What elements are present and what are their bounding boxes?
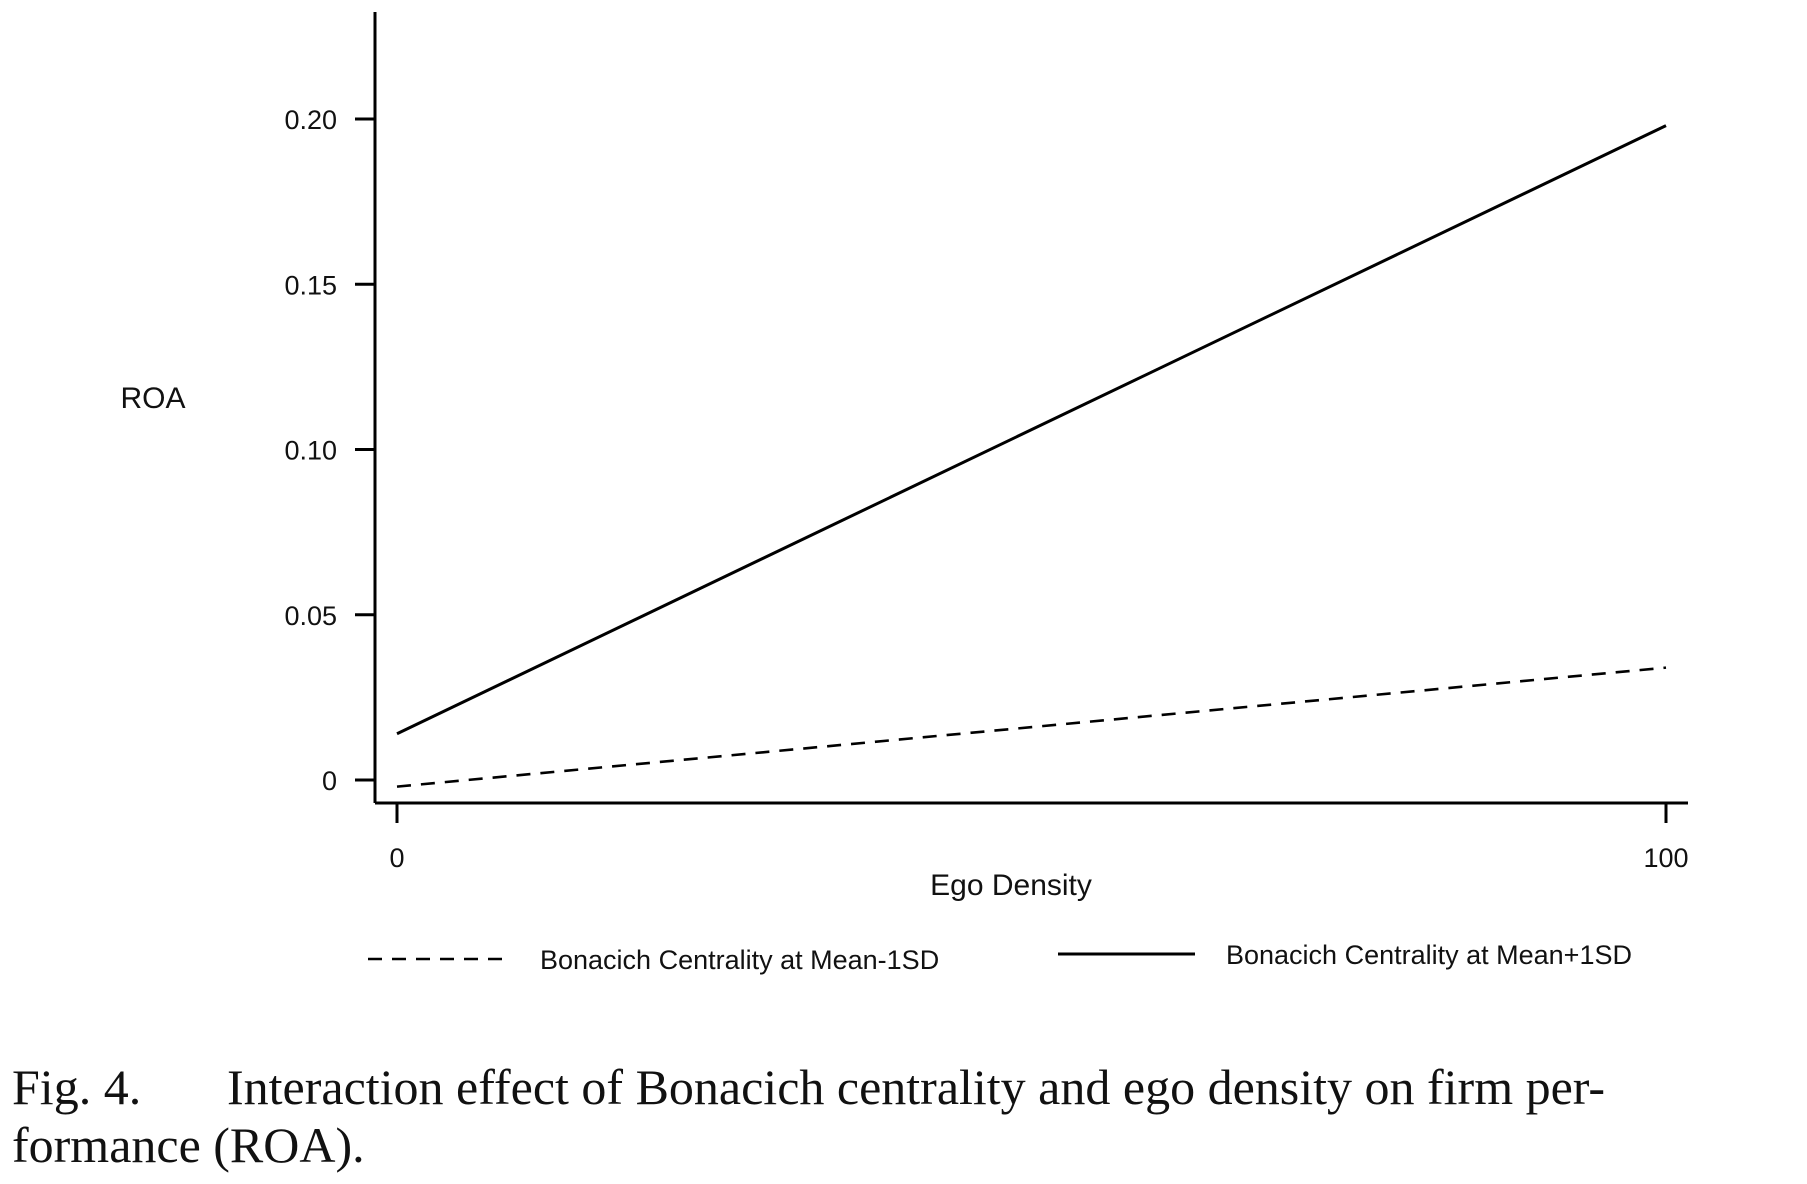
x-tick-label: 100	[1643, 843, 1688, 873]
line-chart: 0 0.05 0.10 0.15 0.20 0 100 ROA Ego Density Bona…	[120, 12, 1689, 975]
chart-series-layer	[396, 124, 1667, 788]
caption-line-1: Fig. 4. Interaction effect of Bonacich ce…	[12, 1058, 1792, 1116]
chart-axes: 0 0.05 0.10 0.15 0.20 0 100 ROA Ego Density	[120, 12, 1689, 902]
caption-line-2: formance (ROA).	[12, 1117, 365, 1173]
x-tick-label: 0	[389, 843, 404, 873]
y-tick-label: 0.10	[284, 436, 337, 466]
legend-label-1: Bonacich Centrality at Mean-1SD	[540, 945, 939, 975]
y-tick-label: 0.20	[284, 105, 337, 135]
legend-label-2: Bonacich Centrality at Mean+1SD	[1226, 940, 1632, 970]
y-tick-label: 0.05	[284, 601, 337, 631]
y-axis-label: ROA	[120, 382, 185, 415]
figure-caption: Fig. 4. Interaction effect of Bonacich ce…	[12, 1058, 1792, 1174]
y-tick-label: 0	[322, 766, 337, 796]
series-line-2	[396, 124, 1667, 736]
chart-legend: Bonacich Centrality at Mean-1SD Bonacich …	[368, 940, 1632, 975]
caption-text-1: Interaction effect of Bonacich centralit…	[227, 1059, 1606, 1115]
x-axis-label: Ego Density	[930, 869, 1092, 902]
series-line-1	[396, 666, 1667, 788]
y-tick-label: 0.15	[284, 270, 337, 300]
figure-number: Fig. 4.	[12, 1059, 142, 1115]
